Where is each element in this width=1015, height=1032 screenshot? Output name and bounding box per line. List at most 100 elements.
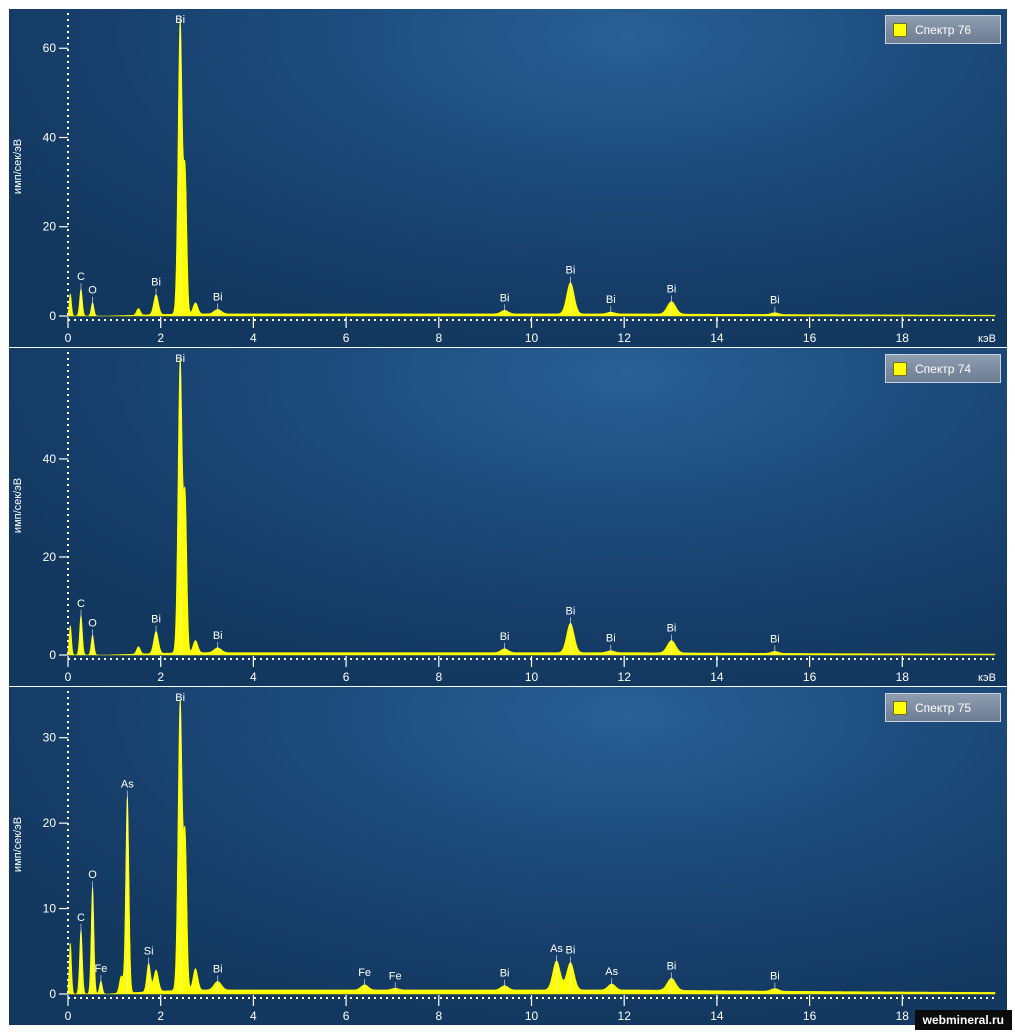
x-tick-label: 16 bbox=[803, 1009, 817, 1023]
peak-label: Bi bbox=[566, 945, 576, 957]
peak-label: Bi bbox=[566, 265, 576, 277]
x-axis-label: кэВ bbox=[978, 333, 996, 345]
x-tick-label: 0 bbox=[65, 670, 72, 684]
x-tick-label: 4 bbox=[250, 670, 257, 684]
peak-label: Bi bbox=[151, 277, 161, 289]
x-tick-label: 10 bbox=[525, 331, 539, 345]
x-tick-label: 14 bbox=[710, 1009, 724, 1023]
peak-label: O bbox=[88, 285, 97, 297]
peak-label: Bi bbox=[606, 633, 616, 645]
x-tick-label: 6 bbox=[343, 1009, 350, 1023]
peak-label: Bi bbox=[151, 613, 161, 625]
x-tick-label: 2 bbox=[157, 670, 164, 684]
peak-label: Bi bbox=[606, 294, 616, 306]
x-tick-label: 2 bbox=[157, 1009, 164, 1023]
spectrum-panel-76: 0 20 40 60 0 2 4 6 8 10 12 14 16 18 кэВ имп/сек/эВ C O Bi B… bbox=[9, 9, 1007, 347]
y-axis-label: имп/сек/эВ bbox=[12, 478, 24, 533]
peak-label: Fe bbox=[389, 970, 402, 982]
peak-label: C bbox=[77, 271, 85, 283]
peak-label: Bi bbox=[566, 605, 576, 617]
spectrum-area bbox=[67, 699, 996, 995]
legend-label: Спектр 74 bbox=[915, 361, 972, 376]
y-tick-label: 30 bbox=[43, 731, 57, 745]
peak-label: C bbox=[77, 598, 85, 610]
x-tick-label: 4 bbox=[250, 1009, 257, 1023]
y-tick-label: 20 bbox=[43, 220, 57, 234]
peak-label: Bi bbox=[500, 631, 510, 643]
legend-label: Спектр 76 bbox=[915, 22, 972, 37]
peak-label: O bbox=[88, 869, 97, 881]
legend-label: Спектр 75 bbox=[915, 700, 972, 715]
x-tick-label: 6 bbox=[343, 331, 350, 345]
peak-label: Bi bbox=[770, 971, 780, 983]
x-axis-label: кэВ bbox=[978, 672, 996, 684]
y-tick-label: 0 bbox=[49, 648, 56, 662]
y-tick-label: 10 bbox=[43, 902, 57, 916]
legend-swatch bbox=[893, 22, 907, 37]
legend-box[interactable]: Спектр 74 bbox=[885, 354, 1001, 383]
peak-label: Bi bbox=[213, 291, 223, 303]
x-tick-label: 16 bbox=[803, 670, 817, 684]
peak-label: Bi bbox=[500, 968, 510, 980]
y-axis-label: имп/сек/эВ bbox=[12, 139, 24, 194]
x-tick-label: 6 bbox=[343, 670, 350, 684]
watermark: webmineral.ru bbox=[914, 1010, 1012, 1030]
x-tick-label: 18 bbox=[896, 331, 910, 345]
spectrum-chart-76: 0 20 40 60 0 2 4 6 8 10 12 14 16 18 кэВ имп/сек/эВ CO Bi B… bbox=[12, 13, 996, 345]
peak-label: As bbox=[605, 966, 618, 978]
y-tick-label: 40 bbox=[43, 452, 57, 466]
x-tick-label: 12 bbox=[618, 331, 632, 345]
spectrum-area bbox=[67, 18, 996, 317]
x-tick-label: 8 bbox=[435, 1009, 442, 1023]
y-tick-label: 20 bbox=[43, 816, 57, 830]
spectrum-chart-75: 0102030024681012141618кэВимп/сек/эВCOFeA… bbox=[12, 691, 996, 1023]
x-tick-label: 18 bbox=[896, 670, 910, 684]
x-tick-label: 0 bbox=[65, 331, 72, 345]
spectrum-panel-74: 0 20 40 0 2 4 6 8 10 12 14 16 18 кэВ имп/сек/эВ C O Bi Bi B… bbox=[9, 348, 1007, 686]
peak-label: As bbox=[121, 778, 134, 790]
x-tick-label: 0 bbox=[65, 1009, 72, 1023]
peak-label: Bi bbox=[667, 960, 677, 972]
legend-swatch bbox=[893, 361, 907, 376]
spectrum-panel-75: 0102030024681012141618кэВимп/сек/эВCOFeA… bbox=[9, 687, 1007, 1025]
peak-label: Bi bbox=[500, 292, 510, 304]
peak-label: O bbox=[88, 617, 97, 629]
peak-label: Bi bbox=[175, 692, 185, 704]
peak-label: Bi bbox=[175, 14, 185, 26]
peak-label: As bbox=[550, 943, 563, 955]
peak-label: Bi bbox=[667, 284, 677, 296]
peak-label: C bbox=[77, 912, 85, 924]
x-tick-label: 14 bbox=[710, 331, 724, 345]
x-tick-label: 14 bbox=[710, 670, 724, 684]
y-axis-label: имп/сек/эВ bbox=[12, 817, 24, 872]
x-tick-label: 12 bbox=[618, 1009, 632, 1023]
y-tick-label: 60 bbox=[43, 41, 57, 55]
legend-box[interactable]: Спектр 75 bbox=[885, 693, 1001, 722]
peak-label: Si bbox=[144, 945, 154, 957]
peak-label: Bi bbox=[213, 963, 223, 975]
x-tick-label: 18 bbox=[896, 1009, 910, 1023]
peak-label: Fe bbox=[94, 963, 107, 975]
peak-label: Bi bbox=[770, 633, 780, 645]
peak-label: Bi bbox=[175, 353, 185, 365]
legend-box[interactable]: Спектр 76 bbox=[885, 15, 1001, 44]
x-tick-label: 10 bbox=[525, 1009, 539, 1023]
x-tick-label: 10 bbox=[525, 670, 539, 684]
peak-label: Fe bbox=[358, 967, 371, 979]
x-tick-label: 12 bbox=[618, 670, 632, 684]
y-tick-label: 0 bbox=[49, 987, 56, 1001]
x-tick-label: 8 bbox=[435, 670, 442, 684]
y-tick-label: 20 bbox=[43, 550, 57, 564]
x-tick-label: 2 bbox=[157, 331, 164, 345]
peak-label: Bi bbox=[213, 630, 223, 642]
legend-swatch bbox=[893, 700, 907, 715]
y-tick-label: 40 bbox=[43, 130, 57, 144]
peak-label: Bi bbox=[667, 623, 677, 635]
spectrum-chart-74: 0 20 40 0 2 4 6 8 10 12 14 16 18 кэВ имп/сек/эВ CO Bi Bi B… bbox=[12, 352, 996, 684]
x-tick-label: 4 bbox=[250, 331, 257, 345]
peak-label: Bi bbox=[770, 295, 780, 307]
x-tick-label: 8 bbox=[435, 331, 442, 345]
spectrum-area bbox=[67, 358, 996, 656]
x-tick-label: 16 bbox=[803, 331, 817, 345]
y-tick-label: 0 bbox=[49, 309, 56, 323]
